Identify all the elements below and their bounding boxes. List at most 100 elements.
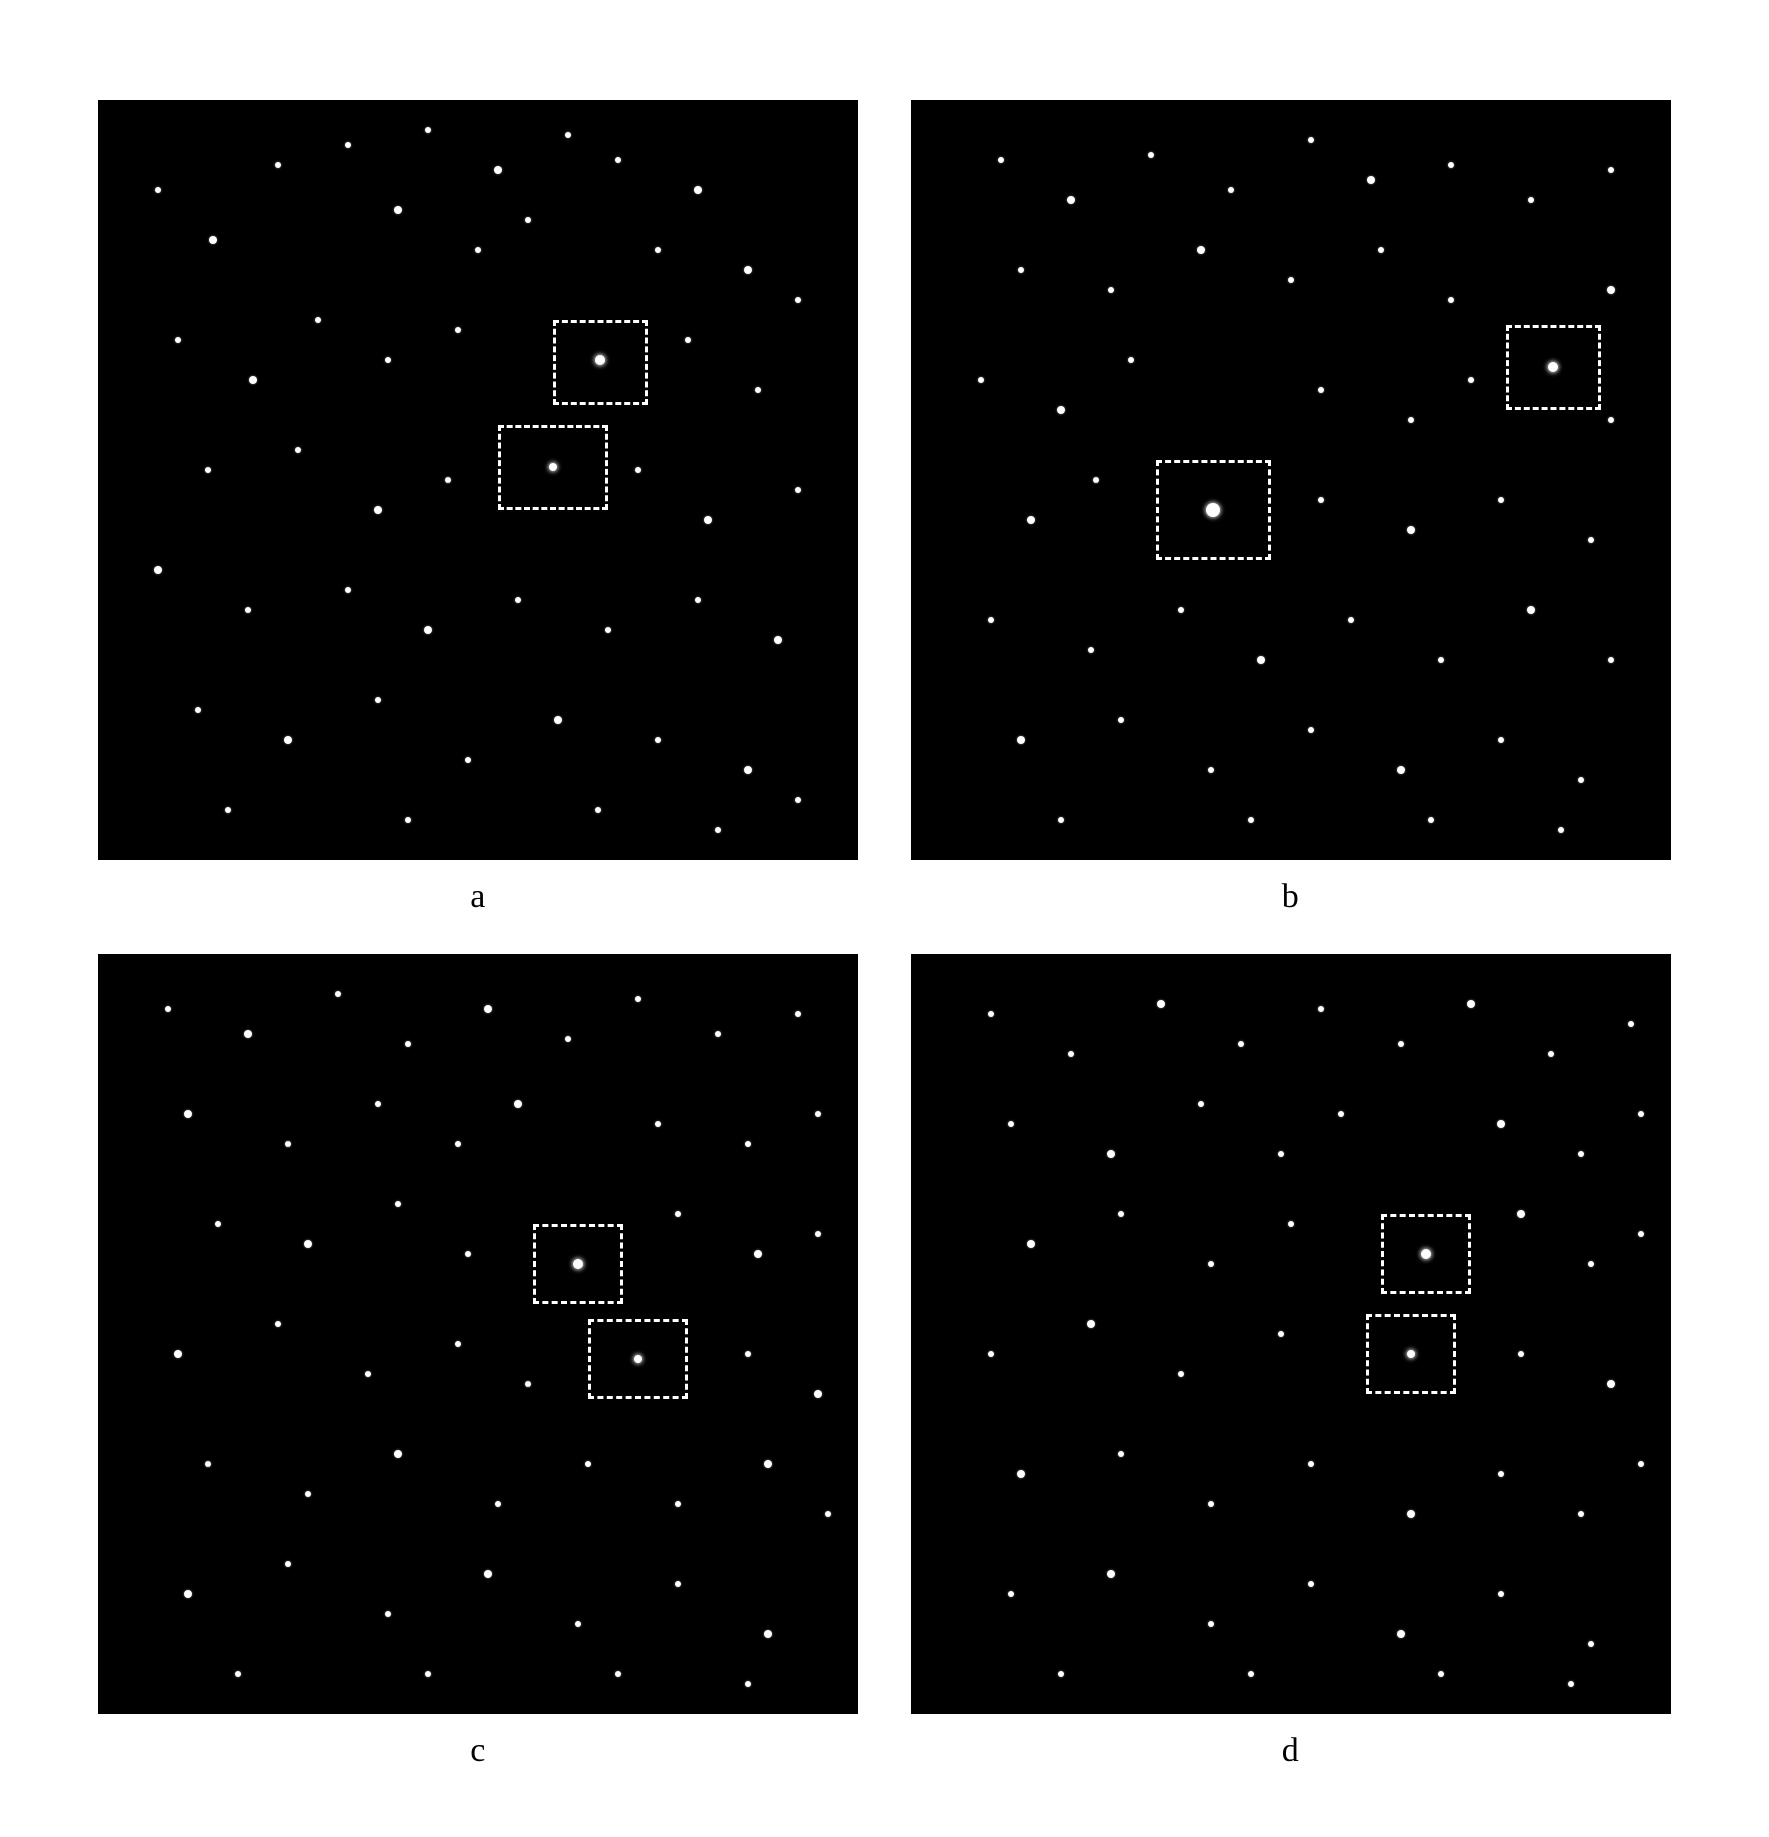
star [1578,1151,1584,1157]
star [998,157,1004,163]
star [525,1381,531,1387]
star [1008,1591,1014,1597]
star [1448,162,1454,168]
roi-target-star [1407,1350,1415,1358]
star [1248,1671,1254,1677]
figure-page: a b c d [0,0,1769,1837]
star [305,1491,311,1497]
star [795,297,801,303]
roi-target-star [1206,503,1220,517]
star [1638,1231,1644,1237]
star [484,1570,492,1578]
star [1208,1621,1214,1627]
star [1068,1051,1074,1057]
star [635,996,641,1002]
star [205,1461,211,1467]
star [744,766,752,774]
star [1208,767,1214,773]
star [455,327,461,333]
star [1067,196,1075,204]
star [525,217,531,223]
panel-b-wrap: b [903,100,1680,924]
star [1148,152,1154,158]
star [1588,1261,1594,1267]
star [215,1221,221,1227]
star [988,1011,994,1017]
star [315,317,321,323]
star [565,132,571,138]
star [1197,246,1205,254]
star [1438,657,1444,663]
star [1118,1211,1124,1217]
star [1528,197,1534,203]
star [554,716,562,724]
star [465,1251,471,1257]
star [695,597,701,603]
star [575,1621,581,1627]
star [715,1031,721,1037]
star [425,127,431,133]
star [1468,377,1474,383]
star [704,516,712,524]
star [514,1100,522,1108]
star [774,636,782,644]
star [275,1321,281,1327]
star [475,247,481,253]
star [1308,1461,1314,1467]
star [635,467,641,473]
star [585,1461,591,1467]
star [1367,176,1375,184]
star [365,1371,371,1377]
star [1517,1210,1525,1218]
star [1438,1671,1444,1677]
star [195,707,201,713]
star [1498,497,1504,503]
star [1398,1041,1404,1047]
star [694,186,702,194]
star [745,1141,751,1147]
star [1568,1681,1574,1687]
roi-target-star [634,1355,642,1363]
star [1017,1470,1025,1478]
star [1027,516,1035,524]
star [284,736,292,744]
star [174,1350,182,1358]
star [1527,606,1535,614]
star [1638,1461,1644,1467]
star [1308,1581,1314,1587]
star [655,1121,661,1127]
star [675,1211,681,1217]
star [1638,1111,1644,1117]
star [425,1671,431,1677]
panel-b [911,100,1671,860]
star [455,1141,461,1147]
star [754,1250,762,1258]
star [825,1511,831,1517]
star [1087,1320,1095,1328]
star [685,337,691,343]
star [394,1450,402,1458]
star [1578,1511,1584,1517]
panel-a-caption: a [470,878,486,916]
star [455,1341,461,1347]
star [205,467,211,473]
star [1308,137,1314,143]
star [1017,736,1025,744]
star [715,827,721,833]
star [275,162,281,168]
star [655,247,661,253]
star [1108,287,1114,293]
star [395,1201,401,1207]
star [1157,1000,1165,1008]
star [1178,607,1184,613]
star [1608,417,1614,423]
star [1338,1111,1344,1117]
star [1208,1261,1214,1267]
star [745,1351,751,1357]
star [375,1101,381,1107]
star [405,817,411,823]
star [405,1041,411,1047]
star [1278,1331,1284,1337]
star [1018,267,1024,273]
star [1498,737,1504,743]
